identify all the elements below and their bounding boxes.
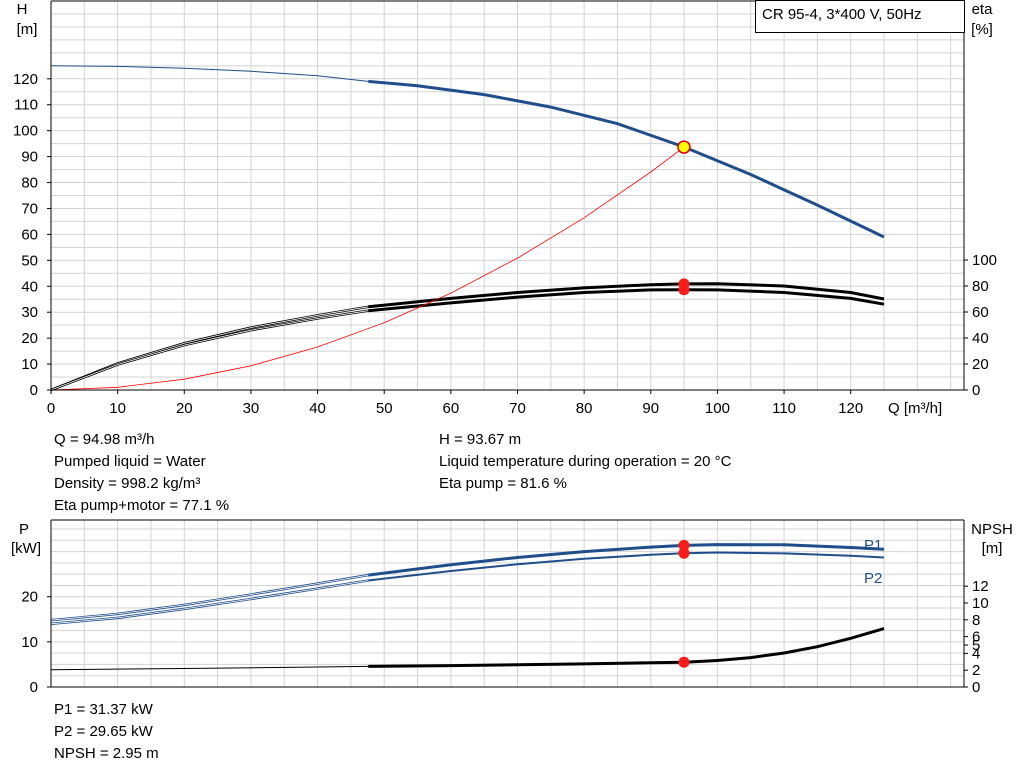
p1-curve-thin-outline [50, 573, 369, 622]
top-chart-grid [50, 1, 964, 391]
npsh-tick-label: 8 [972, 612, 980, 629]
info-npsh: NPSH = 2.95 m [54, 745, 159, 762]
eta-tick-label: 60 [972, 304, 989, 321]
tick-labels: 0 10 20 30 40 50 60 70 80 90 100 110 120010203040506… [13, 71, 997, 696]
eta-tick-label: 20 [972, 356, 989, 373]
bottom-info: P1 = 31.37 kW P2 = 29.65 kW NPSH = 2.95 … [54, 699, 159, 765]
h-tick-label: 0 [30, 382, 38, 399]
h-tick-label: 70 [21, 200, 38, 217]
eta-pump-curve [368, 282, 885, 309]
npsh-curve-thin [50, 665, 369, 671]
eta-tick-label: 0 [972, 382, 980, 399]
info-head: H = 93.67 m [439, 431, 522, 448]
bottom-y-right-label-unit: [m] [982, 540, 1003, 557]
duty-point-marker [677, 140, 691, 154]
x-tick-label: 30 [243, 400, 260, 417]
head-curve [368, 79, 885, 239]
npsh-tick-label: 10 [972, 595, 989, 612]
x-tick-label: 80 [576, 400, 593, 417]
top-info-right: H = 93.67 m Liquid temperature during op… [439, 429, 731, 495]
npsh-tick-label: 4 [972, 645, 980, 662]
h-tick-label: 60 [21, 226, 38, 243]
npsh-marker [678, 656, 690, 668]
x-tick-label: 90 [642, 400, 659, 417]
p-tick-label: 20 [21, 589, 38, 606]
chart-axes [47, 0, 968, 688]
operating-point-markers [677, 140, 691, 668]
top-y-left-label-symbol: H [17, 1, 28, 18]
p1-curve-thin-inner [50, 574, 369, 621]
top-chart-curves [50, 65, 885, 392]
npsh-tick-label: 0 [972, 679, 980, 696]
x-tick-label: 100 [705, 400, 730, 417]
top-info-left: Q = 94.98 m³/h Pumped liquid = Water Den… [54, 429, 229, 517]
h-tick-label: 10 [21, 356, 38, 373]
x-tick-label: 0 [47, 400, 55, 417]
info-pumped-liquid: Pumped liquid = Water [54, 453, 206, 470]
info-density: Density = 998.2 kg/m³ [54, 475, 201, 492]
series-label-p1: P1 [864, 537, 882, 554]
p-tick-label: 10 [21, 634, 38, 651]
p2-curve-thin-inner [50, 580, 369, 625]
npsh-tick-label: 12 [972, 578, 989, 595]
h-tick-label: 50 [21, 252, 38, 269]
eta-tick-label: 40 [972, 330, 989, 347]
x-tick-label: 40 [309, 400, 326, 417]
series-label-p2: P2 [864, 570, 882, 587]
x-tick-label: 50 [376, 400, 393, 417]
eta-pump-motor-marker [678, 284, 690, 296]
npsh-tick-label: 6 [972, 629, 980, 646]
p2-marker [678, 547, 690, 559]
eta-pump-motor-curve-thin-inner [50, 310, 369, 391]
h-tick-label: 110 [14, 97, 38, 114]
npsh-tick-label: 5 [972, 637, 980, 654]
h-tick-label: 120 [13, 71, 38, 88]
x-tick-label: 10 [109, 400, 126, 417]
bottom-y-left-label-unit: [kW] [11, 540, 41, 557]
h-tick-label: 40 [21, 278, 38, 295]
h-tick-label: 90 [21, 149, 38, 166]
x-tick-label: 20 [176, 400, 193, 417]
bottom-y-right-label-symbol: NPSH [971, 521, 1013, 538]
eta-pump-motor-curve [368, 288, 885, 313]
info-p1: P1 = 31.37 kW [54, 701, 153, 718]
h-tick-label: 100 [13, 123, 38, 140]
x-tick-label: 120 [838, 400, 863, 417]
info-flow: Q = 94.98 m³/h [54, 431, 155, 448]
info-eta-pump: Eta pump = 81.6 % [439, 475, 567, 492]
npsh-tick-label: 2 [972, 662, 980, 679]
top-x-axis-label: Q [m³/h] [888, 400, 942, 417]
eta-pump-motor-curve-thin-outline [50, 309, 369, 392]
bottom-y-left-label-symbol: P [19, 521, 29, 538]
bottom-chart-grid [50, 520, 964, 688]
head-curve-thin [50, 65, 369, 82]
info-liquid-temperature: Liquid temperature during operation = 20… [439, 453, 732, 470]
p1-curve [368, 543, 885, 577]
top-y-left-label-unit: [m] [17, 21, 38, 38]
pump-label: CR 95-4, 3*400 V, 50Hz [762, 6, 922, 23]
pump-label-box [755, 0, 965, 33]
h-tick-label: 20 [21, 330, 38, 347]
x-tick-label: 70 [509, 400, 526, 417]
h-tick-label: 80 [21, 175, 38, 192]
p1-marker [678, 539, 690, 551]
system-curve [50, 146, 685, 391]
x-tick-label: 110 [772, 400, 796, 417]
x-tick-label: 60 [443, 400, 460, 417]
eta-tick-label: 100 [972, 252, 997, 269]
eta-tick-label: 80 [972, 278, 989, 295]
h-tick-label: 30 [21, 304, 38, 321]
npsh-curve [368, 627, 885, 668]
info-eta-pump-motor: Eta pump+motor = 77.1 % [54, 497, 230, 514]
top-y-right-label-unit: [%] [971, 21, 993, 38]
top-y-right-label-symbol: eta [972, 1, 994, 18]
bottom-chart-curves [50, 543, 885, 671]
p-tick-label: 0 [30, 679, 38, 696]
p2-curve [368, 551, 885, 582]
info-p2: P2 = 29.65 kW [54, 723, 153, 740]
